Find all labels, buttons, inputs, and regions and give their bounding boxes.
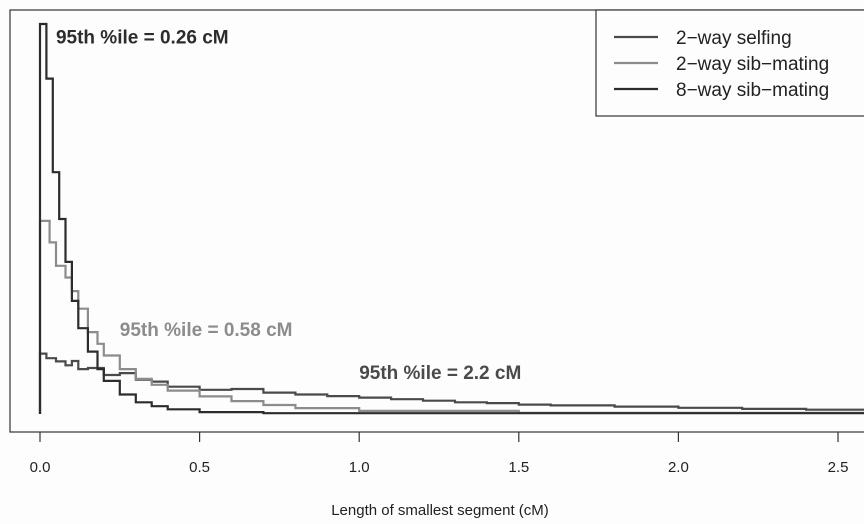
- annotation-0: 95th %ile = 0.26 cM: [56, 28, 229, 49]
- annotations: 95th %ile = 0.26 cM 95th %ile = 0.58 cM 95…: [56, 28, 521, 384]
- series-line-1: [38, 219, 864, 414]
- legend-label-sib-mating-8way: 8−way sib−mating: [676, 80, 829, 101]
- plot-frame: [9, 9, 864, 433]
- legend-label-selfing: 2−way selfing: [676, 28, 792, 49]
- x-tick-label: 2.5: [828, 459, 849, 476]
- series-line-2: [38, 22, 864, 415]
- x-tick-label: 2.0: [668, 459, 689, 476]
- x-tick-label: 0.5: [189, 459, 210, 476]
- annotation-1: 95th %ile = 0.58 cM: [120, 320, 293, 341]
- legend: 2−way selfing 2−way sib−mating 8−way sib…: [595, 9, 864, 117]
- series-line-0: [38, 352, 864, 414]
- x-axis-label: Length of smallest segment (cM): [331, 502, 549, 519]
- x-tick-label: 1.5: [508, 459, 529, 476]
- x-axis: 0.0 0.5 1.0 1.5 2.0 2.5: [30, 432, 849, 476]
- x-tick-label: 1.0: [349, 459, 370, 476]
- series-layer: [38, 22, 864, 415]
- legend-label-sib-mating-2way: 2−way sib−mating: [676, 54, 829, 75]
- x-tick-label: 0.0: [30, 459, 51, 476]
- legend-box: [595, 9, 864, 117]
- annotation-2: 95th %ile = 2.2 cM: [359, 363, 521, 384]
